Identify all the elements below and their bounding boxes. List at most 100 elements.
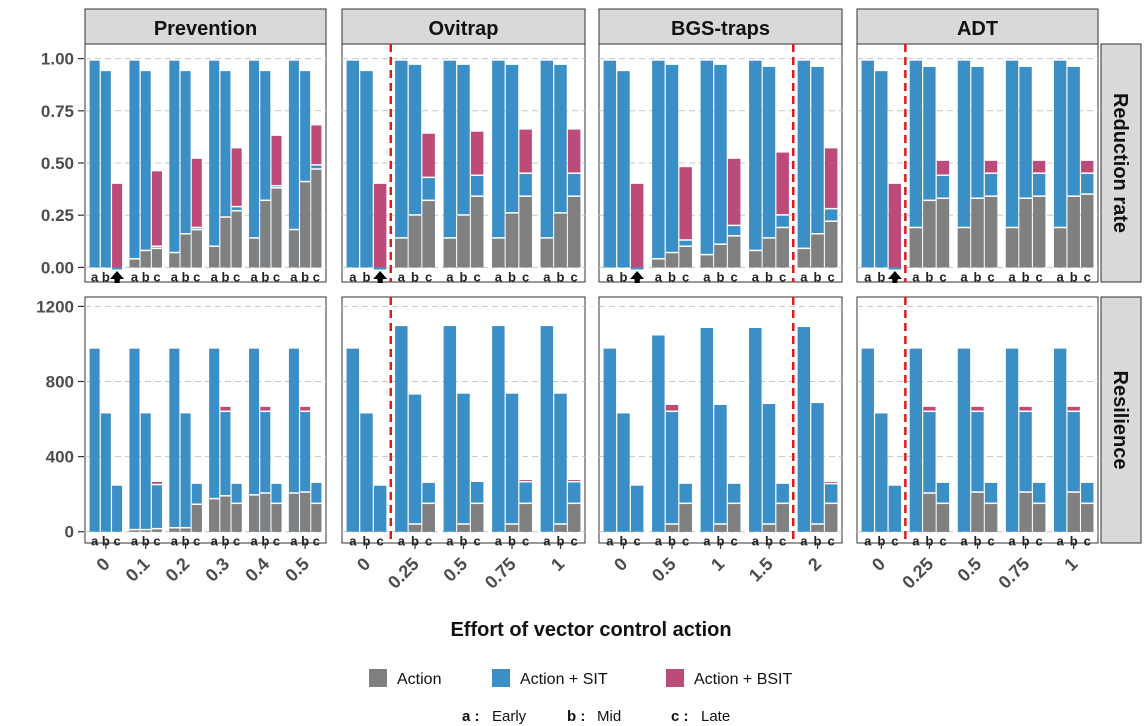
bar-letter-b: b xyxy=(814,534,822,549)
x-tick-label: 0.25 xyxy=(898,554,937,593)
bar-action xyxy=(923,200,936,268)
bar-separator xyxy=(567,480,581,483)
bar-letter-a: a xyxy=(131,534,139,549)
bar-separator xyxy=(231,502,242,505)
bar-action-bsit xyxy=(971,406,984,412)
bar-action xyxy=(220,217,231,268)
y-tick-label: 1200 xyxy=(36,297,74,316)
bar-action-sit xyxy=(797,327,811,532)
bar-separator xyxy=(1032,502,1046,505)
bar-action-bsit xyxy=(231,148,242,207)
legend-label: Action xyxy=(397,671,441,688)
bar-action-bsit xyxy=(923,406,936,412)
bar-action-sit xyxy=(630,267,644,270)
bar-action xyxy=(984,503,998,532)
bar-letter-c: c xyxy=(273,269,280,284)
bar-separator xyxy=(249,494,260,496)
bar-letter-c: c xyxy=(273,534,280,549)
bar-separator xyxy=(249,237,260,239)
bar-action-sit xyxy=(300,411,311,532)
bar-action xyxy=(271,188,282,268)
timing-label: Late xyxy=(701,708,730,725)
bar-separator xyxy=(776,502,789,505)
timing-key: c : xyxy=(671,708,689,725)
bar-letter-a: a xyxy=(752,269,760,284)
bar-separator xyxy=(554,212,567,214)
bar-separator xyxy=(936,197,950,199)
bar-action-sit xyxy=(875,71,888,268)
bar-separator xyxy=(151,247,162,250)
bar-action-sit xyxy=(888,485,902,532)
bar-action-sit xyxy=(169,60,180,268)
bar-action xyxy=(260,200,271,268)
bar-action xyxy=(1032,503,1046,532)
bar-letter-a: a xyxy=(960,534,968,549)
bar-letter-b: b xyxy=(102,269,110,284)
bar-action-sit xyxy=(714,64,727,268)
legend-label: Action + SIT xyxy=(520,671,608,688)
bar-letter-b: b xyxy=(814,269,822,284)
bar-separator xyxy=(519,480,532,483)
bar-letter-b: b xyxy=(765,269,773,284)
bar-action xyxy=(191,229,202,268)
bar-action xyxy=(762,524,776,532)
bar-separator xyxy=(129,258,140,260)
bar-letter-a: a xyxy=(290,269,298,284)
bar-action-sit xyxy=(554,393,567,532)
bar-action xyxy=(957,227,971,268)
bar-action-sit xyxy=(457,393,470,532)
bar-action xyxy=(408,524,422,532)
bar-separator xyxy=(151,245,162,248)
bar-letter-b: b xyxy=(363,269,371,284)
bar-letter-a: a xyxy=(606,269,614,284)
bar-action-sit xyxy=(288,60,299,268)
bar-letter-c: c xyxy=(313,269,320,284)
bar-action xyxy=(554,524,567,532)
bar-action-sit xyxy=(957,60,971,268)
bar-separator xyxy=(1005,226,1019,229)
x-tick-label: 0.2 xyxy=(162,554,194,586)
bar-letter-a: a xyxy=(250,269,258,284)
bar-separator xyxy=(1067,491,1080,493)
bar-separator xyxy=(714,523,727,525)
bar-separator xyxy=(824,502,838,505)
facet-strip-prevention xyxy=(84,8,327,45)
bar-letter-a: a xyxy=(349,269,357,284)
x-tick-label: 0.75 xyxy=(994,554,1033,593)
bar-separator xyxy=(762,237,776,239)
bar-action-bsit xyxy=(888,183,902,268)
bar-letter-b: b xyxy=(1070,534,1078,549)
arrow-marker xyxy=(373,271,388,283)
arrow-marker xyxy=(110,271,125,283)
bar-action xyxy=(395,238,408,268)
bar-action-sit xyxy=(443,60,457,268)
bar-action xyxy=(679,246,692,268)
bar-letter-b: b xyxy=(508,534,516,549)
bar-action xyxy=(554,213,567,268)
bar-letter-a: a xyxy=(1057,534,1065,549)
bar-action-sit xyxy=(100,71,111,268)
bar-action xyxy=(519,503,532,532)
bar-action-bsit xyxy=(1081,160,1094,174)
legend: Action Action + SIT Action + BSIT xyxy=(369,669,792,688)
bar-action-sit xyxy=(373,485,387,532)
bar-separator xyxy=(191,503,202,506)
bar-separator xyxy=(971,491,984,493)
bar-letter-a: a xyxy=(1008,269,1016,284)
bar-action-sit xyxy=(180,413,191,532)
bar-action-sit xyxy=(492,326,505,532)
bar-letter-a: a xyxy=(864,269,872,284)
bar-letter-a: a xyxy=(495,534,503,549)
timing-label: Mid xyxy=(597,708,621,725)
bar-separator xyxy=(470,195,484,197)
bar-action xyxy=(936,198,950,268)
bar-letter-c: c xyxy=(731,269,738,284)
bar-separator xyxy=(311,164,322,166)
y-tick-label: 0.25 xyxy=(41,206,74,225)
bar-action-bsit xyxy=(300,406,311,412)
bar-letter-a: a xyxy=(703,269,711,284)
bar-action xyxy=(1032,196,1046,268)
bar-action-sit xyxy=(957,348,971,532)
